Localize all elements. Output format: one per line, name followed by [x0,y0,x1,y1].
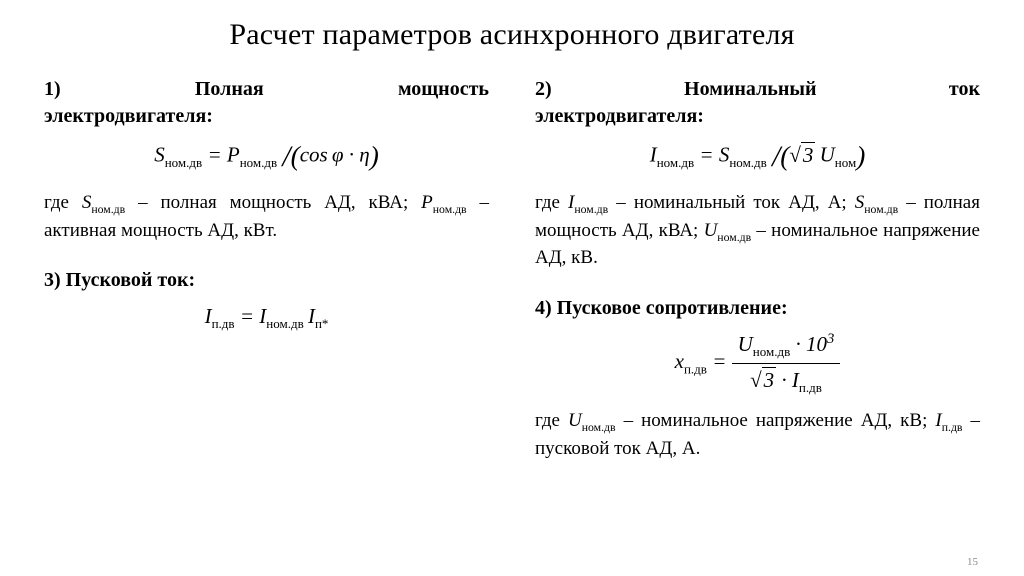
section-3-heading: 3) Пусковой ток: [44,267,489,294]
right-column: 2) Номинальный ток электродвигателя: Iно… [535,76,980,462]
page-title: Расчет параметров асинхронного двигателя [44,18,980,52]
section-2-word-2: ток [949,76,980,103]
formula-4: xп.дв = Uном.дв · 103 3 · Iп.дв [535,330,980,397]
section-2-word-1: Номинальный [684,76,816,103]
defs-1: где Sном.дв – полная мощность АД, кВА; P… [44,190,489,243]
left-column: 1) Полная мощность электродвигателя: Sно… [44,76,489,462]
section-1-word-1: Полная [195,76,264,103]
section-1-num: 1) [44,76,61,103]
defs-2: где Iном.дв – номинальный ток АД, А; Sно… [535,190,980,271]
section-2-tail: электродвигателя: [535,103,980,130]
defs-4: где Uном.дв – номинальное напряжение АД,… [535,408,980,461]
formula-1: Sном.дв = Pном.дв /(cos φ · η) [44,138,489,178]
section-1-word-2: мощность [398,76,489,103]
section-2-heading: 2) Номинальный ток электродвигателя: [535,76,980,130]
section-2-num: 2) [535,76,552,103]
formula-2: Iном.дв = Sном.дв /(3 Uном) [535,138,980,178]
section-4-heading: 4) Пусковое сопротивление: [535,295,980,322]
formula-3: Iп.дв = Iном.дв Iп* [44,302,489,333]
section-1-heading: 1) Полная мощность электродвигателя: [44,76,489,130]
page-number: 15 [967,556,978,568]
section-1-tail: электродвигателя: [44,103,489,130]
